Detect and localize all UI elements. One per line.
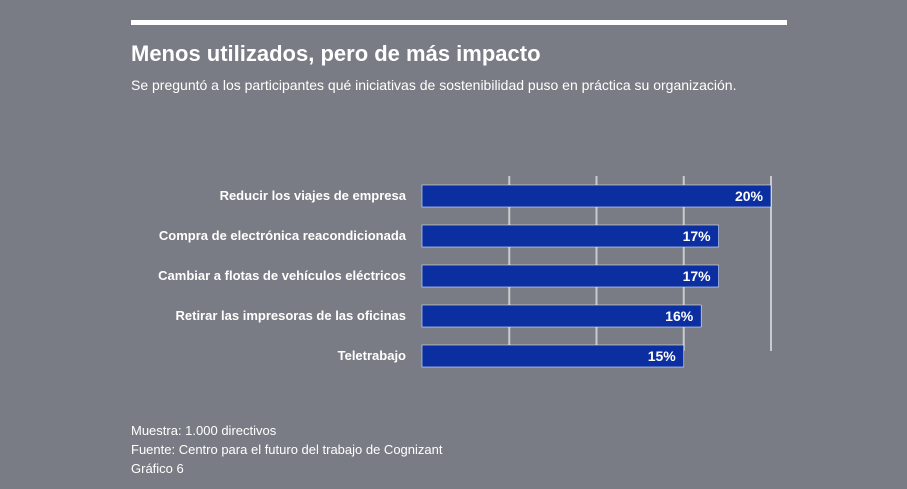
value-label-1: 20%: [735, 188, 764, 204]
footer-sample: Muestra: 1.000 directivos: [131, 423, 277, 438]
category-label-4: Retirar las impresoras de las oficinas: [176, 308, 407, 323]
value-label-2: 17%: [683, 228, 712, 244]
category-label-1: Reducir los viajes de empresa: [220, 188, 407, 203]
bar-1: [421, 184, 772, 208]
category-label-2: Compra de electrónica reacondicionada: [159, 228, 407, 243]
bar-3: [421, 264, 719, 288]
top-rule: [131, 20, 787, 25]
chart-title: Menos utilizados, pero de más impacto: [131, 41, 541, 66]
bar-5: [421, 344, 685, 368]
footer-source: Fuente: Centro para el futuro del trabaj…: [131, 442, 443, 457]
category-label-3: Cambiar a flotas de vehículos eléctricos: [158, 268, 406, 283]
category-label-5: Teletrabajo: [338, 348, 406, 363]
bar-4: [421, 304, 702, 328]
bar-2: [421, 224, 719, 248]
value-label-3: 17%: [683, 268, 712, 284]
chart-subtitle: Se preguntó a los participantes qué inic…: [131, 77, 737, 93]
value-label-4: 16%: [665, 308, 694, 324]
value-label-5: 15%: [648, 348, 677, 364]
footer-figure: Gráfico 6: [131, 461, 184, 476]
